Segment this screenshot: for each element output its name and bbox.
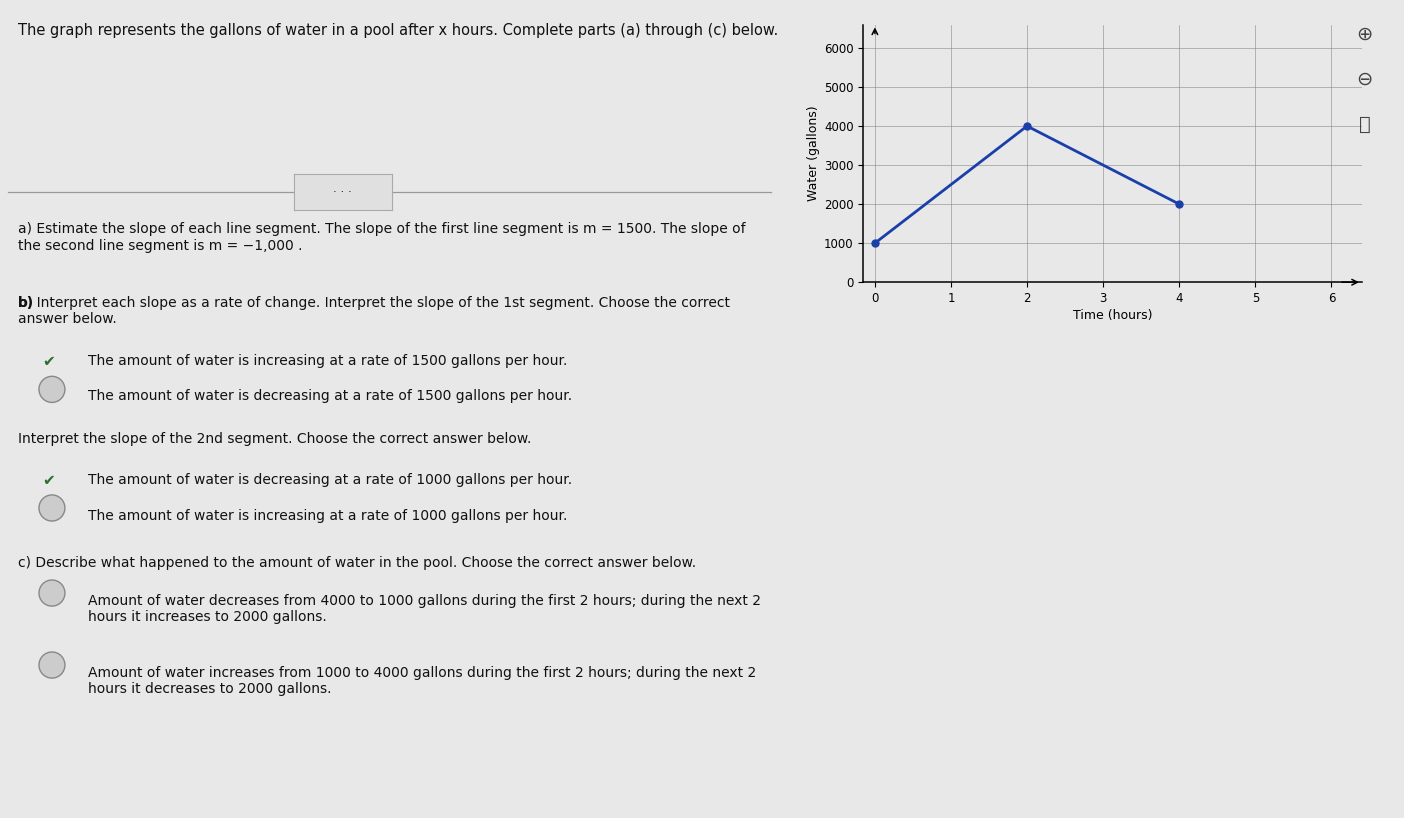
Text: a) Estimate the slope of each line segment. The slope of the first line segment : a) Estimate the slope of each line segme…: [18, 222, 746, 253]
Text: Amount of water increases from 1000 to 4000 gallons during the first 2 hours; du: Amount of water increases from 1000 to 4…: [88, 666, 757, 696]
Text: The amount of water is increasing at a rate of 1000 gallons per hour.: The amount of water is increasing at a r…: [88, 509, 567, 523]
Text: The graph represents the gallons of water in a pool after x hours. Complete part: The graph represents the gallons of wate…: [18, 23, 778, 38]
Circle shape: [39, 652, 65, 678]
Text: Amount of water decreases from 4000 to 1000 gallons during the first 2 hours; du: Amount of water decreases from 4000 to 1…: [88, 594, 761, 624]
Text: ✔: ✔: [42, 473, 55, 488]
Text: The amount of water is decreasing at a rate of 1500 gallons per hour.: The amount of water is decreasing at a r…: [88, 389, 573, 403]
X-axis label: Time (hours): Time (hours): [1073, 309, 1153, 322]
Text: The amount of water is decreasing at a rate of 1000 gallons per hour.: The amount of water is decreasing at a r…: [88, 473, 573, 487]
Circle shape: [39, 580, 65, 606]
Text: The amount of water is increasing at a rate of 1500 gallons per hour.: The amount of water is increasing at a r…: [88, 354, 567, 368]
Circle shape: [39, 376, 65, 402]
Text: ✔: ✔: [42, 354, 55, 369]
Text: ⊕: ⊕: [1356, 25, 1373, 43]
Text: b) Interpret each slope as a rate of change. Interpret the slope of the 1st segm: b) Interpret each slope as a rate of cha…: [18, 296, 730, 326]
Text: ⊖: ⊖: [1356, 70, 1373, 88]
Text: · · ·: · · ·: [334, 186, 352, 199]
Circle shape: [39, 495, 65, 521]
Text: Interpret the slope of the 2nd segment. Choose the correct answer below.: Interpret the slope of the 2nd segment. …: [18, 432, 532, 446]
Text: c) Describe what happened to the amount of water in the pool. Choose the correct: c) Describe what happened to the amount …: [18, 556, 696, 570]
Text: ⧉: ⧉: [1359, 115, 1370, 133]
Y-axis label: Water (gallons): Water (gallons): [807, 106, 820, 201]
Text: b): b): [18, 296, 35, 310]
